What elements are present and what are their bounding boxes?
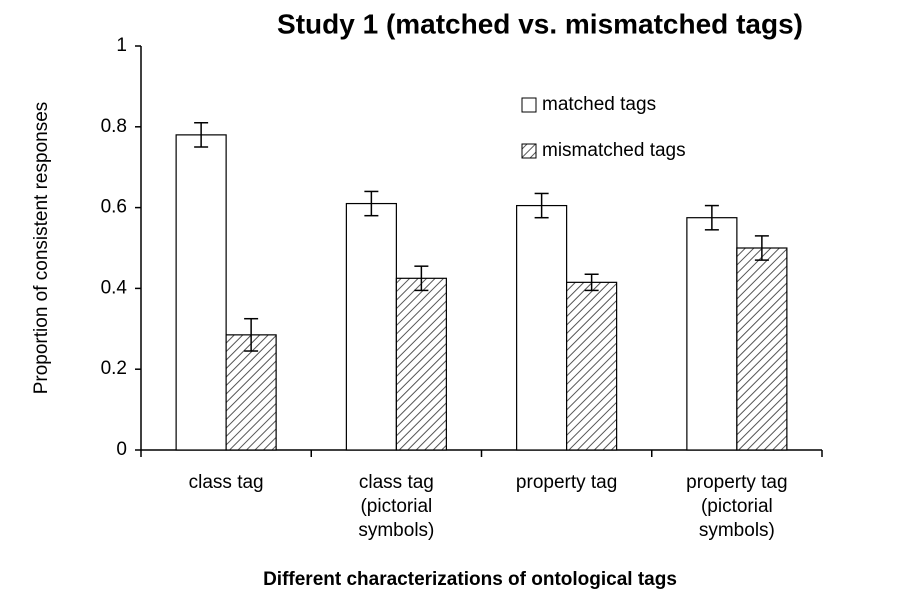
error-bar — [194, 122, 209, 148]
x-axis-label: Different characterizations of ontologic… — [263, 569, 677, 590]
y-tick-label: 0.4 — [101, 277, 128, 298]
x-tick-label: symbols) — [699, 520, 775, 541]
bar — [566, 281, 618, 451]
legend-label: mismatched tags — [542, 140, 686, 161]
legend-swatch — [521, 143, 537, 159]
error-bar — [244, 317, 259, 352]
bar — [225, 334, 277, 451]
error-bar — [534, 192, 549, 219]
bar — [175, 134, 227, 451]
chart-title: Study 1 (matched vs. mismatched tags) — [277, 8, 803, 39]
error-bar — [584, 273, 599, 292]
x-tick-label: property tag — [516, 472, 617, 493]
y-tick-label: 0.6 — [101, 197, 127, 218]
bar — [516, 204, 568, 451]
y-tick-label: 0.2 — [101, 358, 127, 379]
x-tick-label: class tag — [359, 472, 434, 493]
y-tick-label: 0 — [116, 439, 127, 460]
x-tick-label: (pictorial — [701, 496, 773, 517]
x-tick-label: class tag — [189, 472, 264, 493]
bar — [395, 277, 447, 451]
x-tick-label: (pictorial — [360, 496, 432, 517]
y-tick-label: 0.8 — [101, 116, 127, 137]
legend-swatch — [521, 97, 537, 113]
error-bar — [414, 265, 429, 292]
x-tick-label: property tag — [686, 472, 787, 493]
bar — [736, 247, 788, 451]
y-axis-label: Proportion of consistent responses — [31, 102, 52, 395]
bar — [686, 217, 738, 451]
error-bar — [754, 235, 769, 261]
error-bar — [704, 204, 719, 231]
x-tick-label: symbols) — [358, 520, 434, 541]
legend-label: matched tags — [542, 94, 656, 115]
bar — [345, 202, 397, 451]
error-bar — [364, 190, 379, 217]
y-tick-label: 1 — [116, 35, 127, 56]
